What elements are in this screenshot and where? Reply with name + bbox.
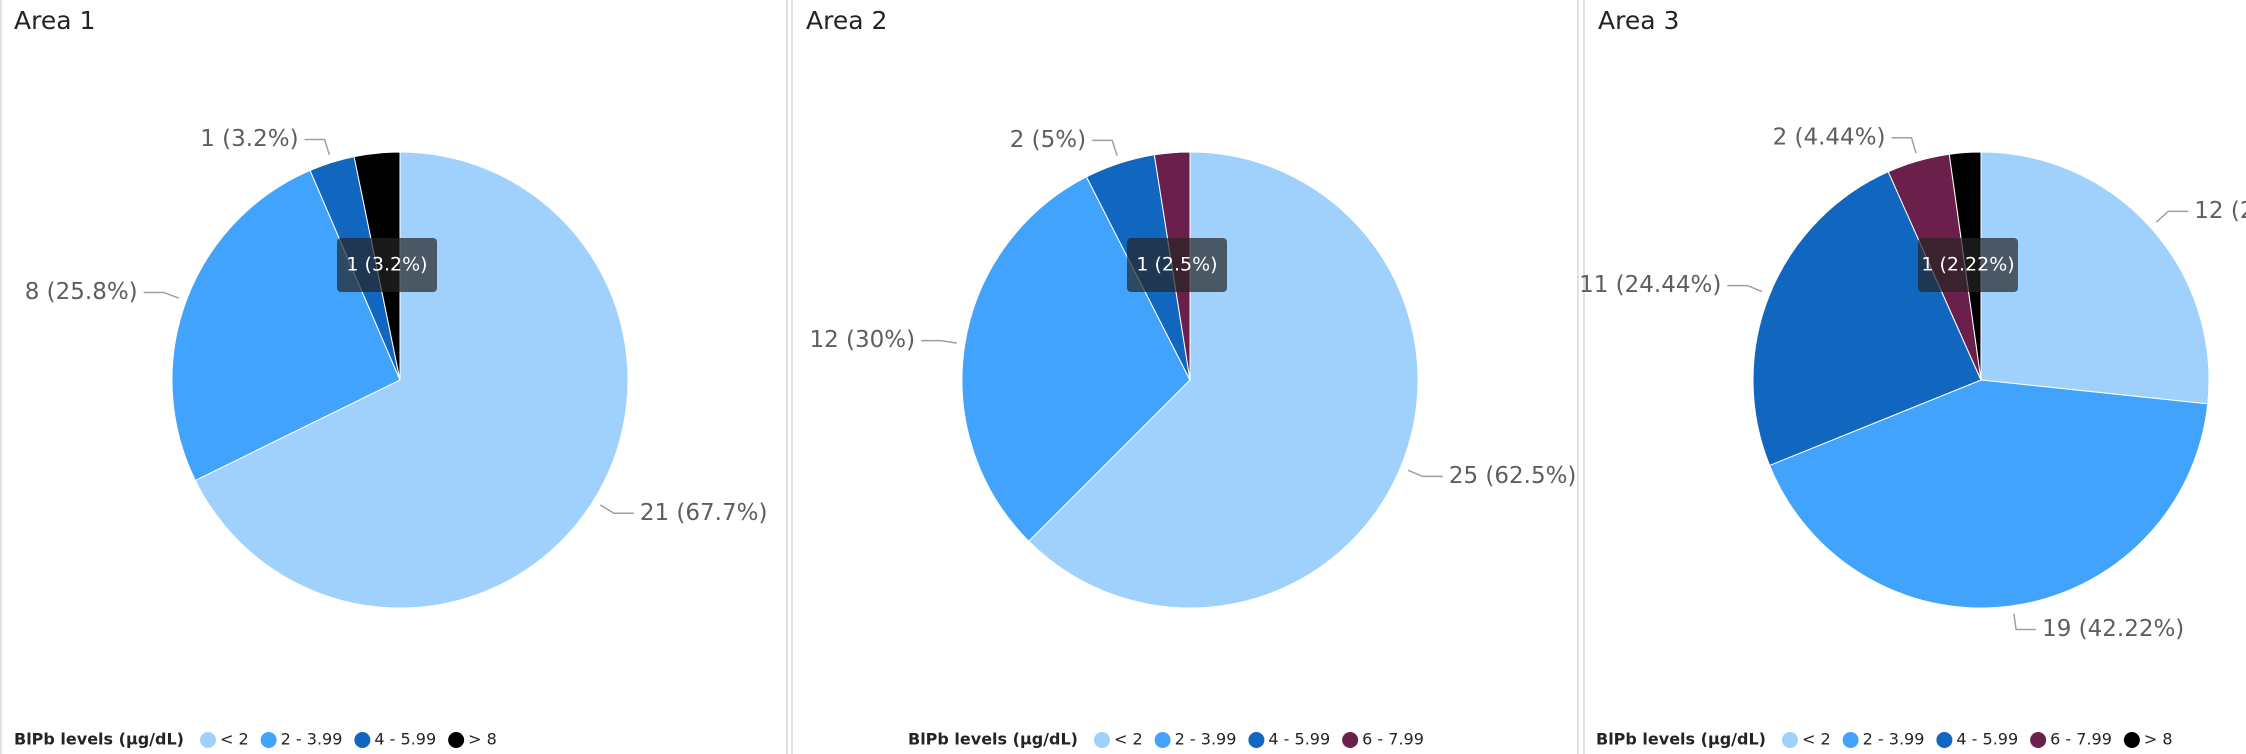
legend-swatch	[1154, 732, 1171, 748]
chart-title: Area 1	[14, 6, 95, 35]
data-label: 8 (25.8%)	[25, 279, 138, 305]
panel-border	[0, 0, 788, 754]
leader-line	[599, 504, 634, 515]
leader-line	[921, 339, 958, 344]
legend-label: > 8	[2144, 730, 2173, 749]
chart-title: Area 3	[1598, 6, 1679, 35]
legend-label: 2 - 3.99	[1863, 730, 1925, 749]
legend-label: < 2	[220, 730, 249, 749]
data-label: 1 (2.22%)	[1921, 254, 2014, 276]
legend-swatch	[354, 732, 371, 748]
legend-title: BlPb levels (µg/dL)	[908, 730, 1078, 749]
legend-swatch	[1248, 732, 1265, 748]
leader-line	[1727, 284, 1763, 293]
label-box	[337, 238, 437, 292]
legend-swatch	[1093, 732, 1110, 748]
legend-label: < 2	[1114, 730, 1143, 749]
panel-border	[791, 0, 1579, 754]
legend-label: > 8	[468, 730, 497, 749]
legend-swatch	[448, 732, 465, 748]
leader-line	[143, 291, 179, 299]
legend-label: 2 - 3.99	[1175, 730, 1237, 749]
pie-slice	[1980, 151, 2210, 405]
leader-line	[2155, 210, 2189, 223]
data-label: 12 (26.67%)	[2194, 198, 2246, 224]
data-label: 12 (30%)	[809, 327, 915, 353]
leader-line	[1407, 469, 1443, 478]
data-label: 19 (42.22%)	[2042, 616, 2184, 642]
data-label: 2 (4.44%)	[1773, 124, 1886, 150]
legend-swatch	[2123, 732, 2140, 748]
leader-line	[2013, 613, 2037, 631]
leader-line	[304, 138, 331, 156]
data-label: 25 (62.5%)	[1449, 463, 1577, 489]
legend-swatch	[1781, 732, 1798, 748]
chart-title: Area 2	[806, 6, 887, 35]
legend-label: 4 - 5.99	[374, 730, 436, 749]
leader-line	[1891, 137, 1917, 154]
legend-label: < 2	[1802, 730, 1831, 749]
legend-label: 6 - 7.99	[1362, 730, 1424, 749]
legend-label: 4 - 5.99	[1268, 730, 1330, 749]
leader-line	[1092, 139, 1118, 156]
data-label: 1 (3.2%)	[346, 254, 427, 276]
label-box	[1127, 238, 1227, 292]
panel-border	[1583, 0, 1585, 754]
data-label: 11 (24.44%)	[1579, 272, 1721, 298]
legend-label: 4 - 5.99	[1956, 730, 2018, 749]
data-label: 21 (67.7%)	[640, 500, 768, 526]
label-box	[1918, 238, 2018, 292]
legend-label: 6 - 7.99	[2050, 730, 2112, 749]
legend-title: BlPb levels (µg/dL)	[1596, 730, 1766, 749]
data-label: 1 (3.2%)	[200, 126, 298, 152]
pie-slice	[1028, 151, 1419, 609]
legend-label: 2 - 3.99	[281, 730, 343, 749]
data-label: 1 (2.5%)	[1136, 254, 1217, 276]
pie-slice	[1752, 171, 1982, 467]
legend-title: BlPb levels (µg/dL)	[14, 730, 184, 749]
data-label: 2 (5%)	[1010, 127, 1086, 153]
pie-slice	[1768, 379, 2209, 609]
legend-swatch	[2030, 732, 2047, 748]
legend-swatch	[260, 732, 277, 748]
legend-swatch	[1342, 732, 1359, 748]
legend-swatch	[1842, 732, 1859, 748]
legend-swatch	[199, 732, 216, 748]
pie-slice	[194, 151, 629, 609]
pie-slice	[961, 176, 1191, 542]
legend-swatch	[1936, 732, 1953, 748]
